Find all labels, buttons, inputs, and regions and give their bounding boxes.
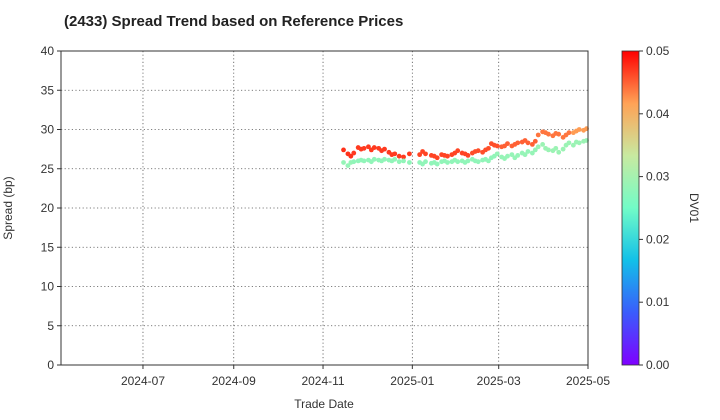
data-point	[423, 159, 428, 165]
x-axis-label: Trade Date	[294, 397, 354, 411]
data-point	[371, 156, 377, 162]
y-tick-label: 20	[41, 201, 55, 215]
data-point	[345, 163, 351, 169]
data-point	[348, 153, 354, 159]
data-point	[423, 151, 428, 157]
y-tick-label: 25	[41, 162, 55, 176]
x-tick-label: 2024-11	[301, 374, 344, 388]
data-point	[392, 151, 398, 157]
data-point	[465, 158, 471, 164]
data-point	[515, 140, 521, 146]
data-point	[396, 159, 402, 165]
data-point	[366, 144, 371, 150]
data-point	[434, 155, 440, 161]
data-point	[434, 161, 440, 167]
data-point	[382, 146, 387, 152]
y-tick-label: 30	[41, 123, 55, 137]
y-tick-label: 0	[47, 358, 54, 372]
data-point	[494, 143, 500, 149]
colorbar-tick-label: 0.01	[646, 295, 670, 309]
y-tick-label: 40	[41, 44, 55, 58]
y-tick-label: 10	[41, 280, 55, 294]
data-point	[532, 138, 538, 144]
colorbar-tick-label: 0.00	[646, 358, 670, 372]
colorbar-tick-label: 0.05	[646, 44, 670, 58]
data-point	[401, 158, 406, 164]
chart-title: (2433) Spread Trend based on Reference P…	[64, 13, 403, 30]
data-point	[417, 152, 423, 158]
data-point	[553, 145, 559, 151]
data-point	[529, 150, 535, 156]
colorbar-tick-label: 0.04	[646, 107, 670, 121]
data-point	[556, 149, 562, 155]
data-point	[486, 145, 491, 151]
data-point	[566, 140, 572, 146]
y-tick-label: 35	[41, 83, 55, 97]
x-axis-ticks: 2024-07 2024-09 2024-11 2025-01 2025-03 2025-…	[121, 365, 610, 388]
x-tick-label: 2024-07	[121, 374, 165, 388]
data-point	[351, 150, 357, 156]
data-point	[445, 153, 450, 159]
data-point	[556, 131, 562, 137]
data-point	[475, 159, 481, 165]
x-tick-label: 2024-09	[212, 374, 256, 388]
data-point	[392, 156, 398, 162]
data-point	[494, 151, 500, 157]
data-point	[445, 160, 450, 165]
colorbar-label: DV01	[687, 193, 701, 223]
data-point	[371, 145, 377, 150]
data-point	[576, 140, 582, 146]
y-axis-label: Spread (bp)	[1, 176, 15, 239]
data-point	[455, 159, 461, 165]
data-point	[341, 160, 346, 165]
data-point	[546, 147, 551, 153]
data-point	[396, 153, 402, 159]
data-point	[455, 148, 461, 154]
data-point	[465, 153, 471, 158]
data-point	[566, 130, 572, 136]
y-tick-label: 5	[47, 319, 54, 333]
x-tick-label: 2025-05	[566, 374, 610, 388]
colorbar	[621, 50, 640, 366]
colorbar-tick-label: 0.03	[646, 170, 670, 184]
data-point	[532, 147, 538, 153]
data-point	[505, 141, 510, 147]
colorbar-tick-label: 0.02	[646, 232, 670, 246]
data-point	[576, 127, 582, 132]
data-point	[522, 152, 528, 158]
data-point	[540, 142, 546, 147]
data-point	[515, 153, 521, 158]
colorbar-ticks: 0.00 0.01 0.02 0.03 0.04 0.05	[639, 44, 670, 372]
data-point	[351, 159, 357, 165]
data-point	[361, 158, 367, 164]
y-axis-ticks: 0 5 10 15 20 25 30 35 40	[41, 44, 61, 372]
data-point	[382, 156, 387, 162]
data-points	[341, 126, 589, 169]
data-point	[486, 158, 491, 164]
data-point	[401, 154, 406, 160]
grid-lines	[61, 50, 589, 366]
data-point	[560, 146, 566, 152]
data-point	[535, 132, 541, 138]
data-point	[525, 140, 531, 146]
data-point	[529, 142, 535, 147]
data-point	[505, 153, 510, 159]
data-point	[570, 142, 576, 148]
x-tick-label: 2025-01	[390, 374, 434, 388]
data-point	[546, 131, 551, 137]
x-tick-label: 2025-03	[477, 374, 521, 388]
data-point	[341, 147, 346, 153]
data-point	[535, 144, 541, 150]
data-point	[509, 152, 515, 158]
data-point	[475, 148, 481, 154]
data-point	[525, 149, 531, 154]
data-point	[407, 151, 412, 157]
data-point	[407, 160, 412, 165]
data-point	[361, 145, 367, 151]
y-tick-label: 15	[41, 240, 55, 254]
